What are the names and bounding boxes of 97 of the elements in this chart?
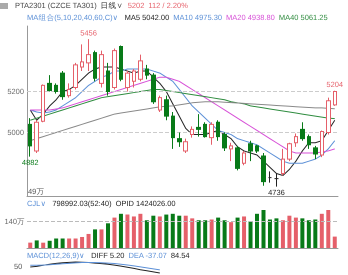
- candlestick: [229, 142, 233, 162]
- bar: [248, 221, 253, 248]
- bar: [210, 220, 214, 248]
- candlestick: [313, 145, 318, 160]
- candlestick: [34, 120, 39, 154]
- bar: [242, 216, 246, 248]
- line-series: [30, 101, 336, 142]
- bar: [300, 218, 304, 248]
- bar: [184, 216, 188, 248]
- candlestick: [261, 152, 266, 186]
- candlestick: [281, 148, 285, 176]
- bar: [54, 238, 58, 248]
- bar: [125, 214, 130, 248]
- candlestick: [326, 97, 331, 136]
- candlestick: [145, 64, 149, 80]
- candlestick: [106, 62, 110, 96]
- bar: [203, 220, 208, 248]
- candlestick: [190, 126, 194, 138]
- candlestick: [67, 82, 71, 98]
- bar: [28, 242, 32, 248]
- candlestick: [235, 145, 240, 171]
- candlestick: [300, 122, 305, 142]
- candlestick: [80, 44, 84, 72]
- bar: [280, 220, 285, 248]
- bar: [190, 218, 194, 248]
- bar: [287, 216, 292, 248]
- candlestick: [320, 130, 324, 158]
- candlestick: [73, 62, 78, 90]
- bar: [106, 223, 110, 248]
- candlestick: [216, 120, 220, 142]
- bar: [74, 238, 78, 248]
- candlestick: [209, 122, 214, 146]
- candlestick: [47, 74, 52, 92]
- bar: [144, 220, 149, 248]
- bar: [236, 218, 240, 248]
- candlestick: [132, 68, 136, 88]
- bar: [60, 238, 65, 248]
- bar: [80, 236, 84, 248]
- candlestick: [333, 90, 337, 106]
- bar: [151, 216, 156, 248]
- bar: [138, 214, 142, 248]
- bar: [170, 214, 175, 248]
- candlestick: [93, 50, 97, 82]
- candlestick: [151, 72, 156, 104]
- candlestick: [158, 95, 162, 113]
- bar: [34, 240, 39, 248]
- bar: [229, 222, 234, 248]
- bar: [216, 218, 220, 248]
- candlestick: [125, 70, 130, 92]
- bar: [294, 218, 298, 248]
- bar: [118, 214, 123, 248]
- candlestick: [307, 134, 311, 150]
- bar: [320, 214, 324, 248]
- bar: [261, 210, 266, 248]
- bar: [196, 220, 201, 248]
- candlestick: [268, 170, 272, 184]
- candlestick: [248, 140, 253, 162]
- candlestick: [177, 132, 182, 148]
- bar: [112, 218, 116, 248]
- candlestick: [164, 95, 169, 121]
- candlestick: [119, 44, 123, 82]
- bar: [332, 236, 337, 248]
- bar: [158, 216, 162, 248]
- candlestick: [112, 48, 117, 90]
- bar: [306, 220, 311, 248]
- bar: [255, 214, 260, 248]
- bar: [222, 220, 227, 248]
- candlestick: [196, 114, 201, 138]
- bar: [93, 229, 98, 248]
- bar: [41, 242, 46, 248]
- candlestick: [171, 112, 175, 150]
- bar: [326, 210, 330, 248]
- candlestick: [294, 133, 298, 148]
- bar: [268, 220, 272, 248]
- bar: [48, 240, 52, 248]
- candlestick: [41, 84, 45, 123]
- candlestick: [54, 82, 58, 94]
- candlestick: [222, 132, 227, 152]
- bar: [177, 216, 182, 248]
- candlestick: [138, 54, 143, 82]
- bar: [86, 234, 91, 248]
- candlestick: [183, 138, 188, 154]
- bar: [313, 220, 318, 248]
- candlestick: [242, 150, 246, 166]
- bar: [67, 238, 72, 248]
- candlestick: [255, 144, 259, 154]
- candlestick: [203, 122, 207, 138]
- candlestick: [86, 38, 91, 72]
- bar: [164, 214, 168, 248]
- bar: [100, 229, 104, 248]
- candlestick: [28, 118, 32, 158]
- bar: [132, 216, 136, 248]
- bar: [274, 218, 278, 248]
- candlestick: [60, 70, 65, 100]
- candlestick: [287, 142, 292, 162]
- candlestick: [99, 50, 104, 88]
- line-series: [30, 88, 336, 121]
